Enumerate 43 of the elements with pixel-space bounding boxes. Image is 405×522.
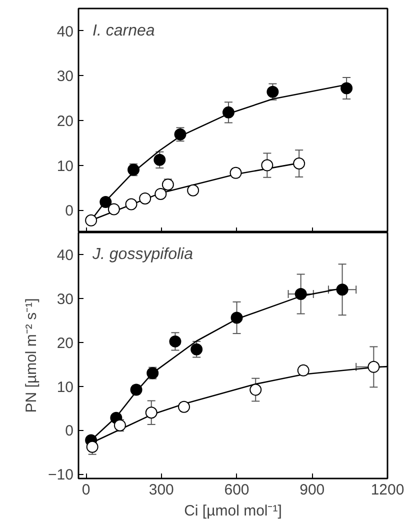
x-tick-label: 600	[224, 482, 250, 498]
y-tick-label: 0	[65, 422, 74, 440]
x-tick-label: 1200	[370, 482, 404, 498]
point	[169, 335, 182, 348]
x-tick-label: 300	[148, 482, 174, 498]
x-tick-label: 900	[300, 482, 325, 498]
point	[222, 106, 234, 118]
text: I. carnea	[92, 22, 155, 40]
point	[154, 188, 167, 200]
point	[336, 284, 348, 296]
point	[139, 192, 152, 204]
point	[293, 158, 306, 170]
x-tick-label: 0	[82, 482, 90, 498]
point	[230, 312, 243, 324]
y-tick-label: 20	[56, 113, 74, 130]
point	[178, 400, 190, 413]
y-tick-label: 30	[56, 290, 74, 308]
point	[145, 406, 158, 419]
y-axis-title: PN [µmol m⁻² s⁻¹]	[23, 298, 40, 413]
point	[190, 343, 203, 356]
point	[154, 154, 166, 166]
text: J. gossypifolia	[92, 246, 194, 263]
y-tick-label: −10	[48, 466, 74, 484]
point	[187, 184, 200, 196]
y-tick-label: 30	[56, 68, 74, 86]
point	[340, 82, 353, 94]
point	[108, 203, 120, 216]
y-tick-label: 10	[56, 158, 74, 175]
point	[368, 360, 380, 373]
point	[125, 198, 138, 210]
point	[250, 384, 262, 396]
y-tick-label: 10	[56, 378, 74, 396]
y-tick-label: 20	[56, 334, 74, 352]
point	[294, 288, 307, 300]
x-axis-title: Ci [µmol mol⁻¹]	[184, 502, 282, 520]
point	[261, 159, 274, 172]
y-tick-label: 40	[56, 246, 74, 264]
y-tick-label: 40	[56, 23, 74, 40]
point	[100, 196, 112, 208]
point	[297, 364, 310, 376]
y-tick-label: 0	[65, 202, 74, 220]
point	[85, 214, 98, 226]
point	[266, 86, 279, 98]
